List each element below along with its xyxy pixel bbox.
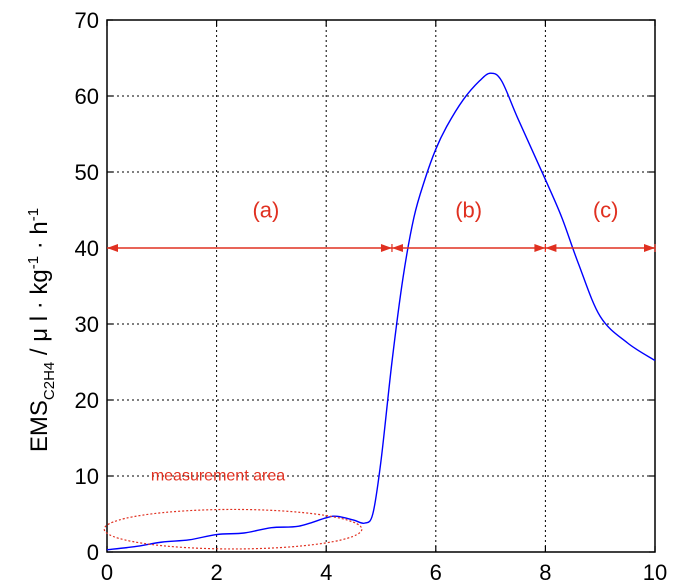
- x-tick-label: 4: [320, 560, 332, 585]
- y-axis-label-subscript: C2H4: [41, 362, 58, 400]
- y-tick-label: 20: [75, 388, 99, 413]
- segment-label: (b): [455, 198, 482, 223]
- arrow-head: [644, 244, 655, 252]
- y-axis-label-main: EMS: [26, 400, 53, 452]
- y-tick-label: 50: [75, 160, 99, 185]
- y-ticks: 0 10 20 30 40 50 60 70: [75, 8, 655, 565]
- y-tick-label: 40: [75, 236, 99, 261]
- arrow-head: [545, 244, 557, 252]
- y-axis-label-unit-b: · h: [26, 221, 53, 256]
- series-line: [106, 72, 656, 551]
- grid: [107, 20, 655, 552]
- y-tick-label: 60: [75, 84, 99, 109]
- x-tick-label: 0: [101, 560, 113, 585]
- arrow-head: [391, 244, 403, 252]
- annotations: (a) (b) (c) measurement area: [103, 198, 656, 550]
- arrow-head: [107, 244, 118, 252]
- segment-label: (c): [593, 198, 619, 223]
- measurement-area-ellipse: [103, 508, 363, 550]
- x-tick-label: 6: [430, 560, 442, 585]
- series: [106, 72, 656, 551]
- arrow-head: [380, 244, 392, 252]
- y-axis-label-exp2: -1: [25, 208, 42, 221]
- y-tick-label: 0: [87, 540, 99, 565]
- y-axis-label-unit-a: / μ l · kg: [26, 269, 53, 362]
- y-axis-label-exp1: -1: [25, 256, 42, 269]
- y-axis-label: EMSC2H4 / μ l · kg-1 · h-1: [25, 208, 58, 452]
- plot-frame: [106, 19, 656, 553]
- measurement-area-label: measurement area: [151, 468, 285, 485]
- y-tick-label: 30: [75, 312, 99, 337]
- segment-label: (a): [252, 198, 279, 223]
- x-ticks: 0 2 4 6 8 10: [101, 20, 667, 585]
- y-tick-label: 70: [75, 8, 99, 33]
- x-tick-label: 8: [539, 560, 551, 585]
- y-tick-label: 10: [75, 464, 99, 489]
- arrow-head: [534, 244, 546, 252]
- x-tick-label: 10: [643, 560, 667, 585]
- x-tick-label: 2: [210, 560, 222, 585]
